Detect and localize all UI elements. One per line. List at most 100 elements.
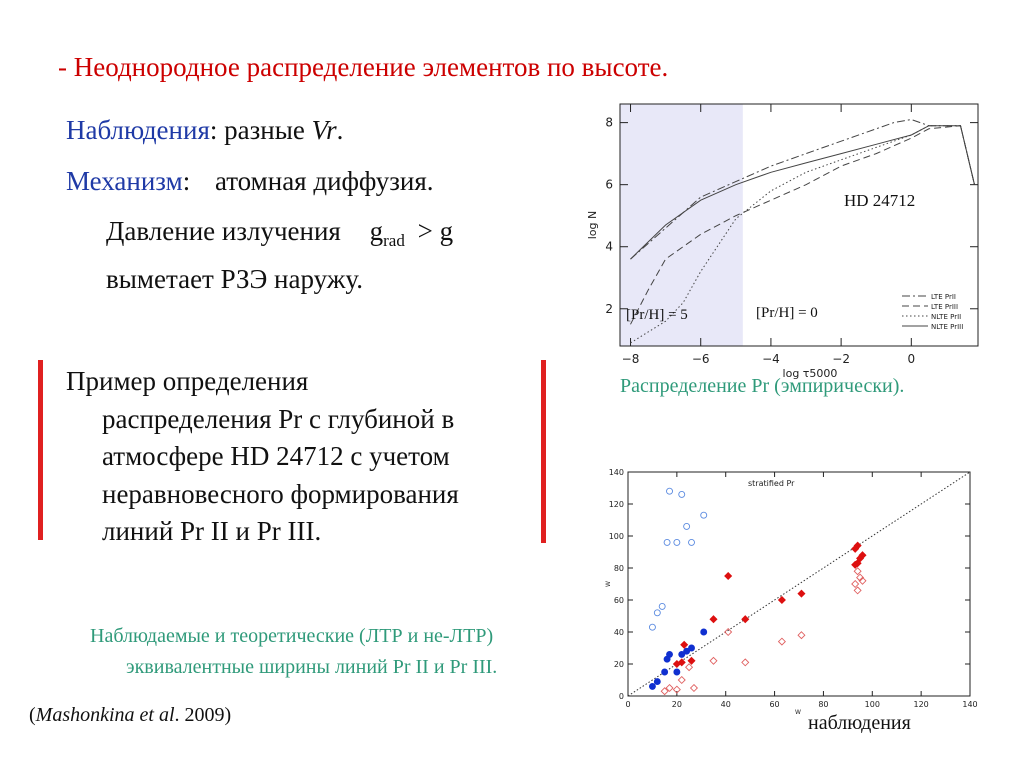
- data-point: [653, 609, 661, 617]
- chart-title: stratified Pr: [748, 479, 795, 488]
- x-tick-label: 100: [865, 700, 880, 709]
- plot-frame: [619, 103, 979, 347]
- g-subscript: rad: [383, 231, 405, 250]
- series-line: [630, 125, 975, 325]
- data-point: [851, 560, 860, 569]
- data-point: [688, 644, 695, 652]
- data-point: [672, 685, 681, 694]
- reference-year: . 2009): [174, 704, 232, 726]
- data-point: [663, 538, 671, 546]
- annotation-pr0: [Pr/H] = 0: [756, 305, 818, 321]
- data-point: [856, 573, 865, 582]
- data-point: [724, 627, 733, 637]
- data-point: [648, 682, 656, 690]
- y-tick-label: 0: [619, 692, 624, 701]
- y-axis-label: log N: [586, 211, 599, 240]
- series-line: [630, 125, 975, 260]
- mechanism-line: Механизм: атомная диффузия.: [66, 166, 433, 197]
- data-point: [853, 586, 862, 595]
- data-point: [665, 683, 674, 693]
- slide-title: - Неоднородное распределение элементов п…: [58, 52, 669, 82]
- x-tick-label: −2: [832, 352, 850, 366]
- data-point: [661, 668, 669, 676]
- x-tick-label: 120: [914, 700, 929, 709]
- data-point: [660, 687, 669, 696]
- x-tick-label: 60: [769, 700, 779, 709]
- x-tick-label: −6: [692, 352, 710, 366]
- data-point: [777, 595, 786, 605]
- observations-label: Наблюдения: [66, 115, 210, 145]
- data-point: [858, 576, 867, 585]
- radiation-text: Давление излучения: [106, 216, 341, 246]
- x-tick-label: −8: [622, 352, 640, 366]
- widths-caption-line-2: эквивалентные ширины линий Pr II и Pr II…: [126, 656, 498, 678]
- y-tick-label: 120: [609, 500, 624, 509]
- y-axis-label: W: [605, 581, 612, 587]
- data-point: [709, 615, 718, 624]
- y-tick-label: 8: [605, 116, 613, 130]
- mechanism-label: Механизм: [66, 166, 183, 196]
- data-point: [680, 640, 689, 649]
- example-line-2: распределения Pr с глубиной в: [102, 403, 455, 434]
- left-bracket: [38, 360, 43, 540]
- g-symbol: g: [369, 216, 384, 246]
- equivalent-width-chart: 0 20 40 60 80 100 120 140 0 20 40 60 80 100 120 140 stra…: [605, 468, 978, 716]
- reference-open: (: [29, 704, 36, 726]
- x-tick-label: 0: [625, 700, 630, 709]
- legend-label: NLTE PrII: [931, 313, 961, 321]
- data-point: [700, 628, 708, 636]
- data-point: [709, 656, 718, 665]
- data-point: [658, 602, 666, 610]
- x-axis-label: log τ5000: [783, 367, 838, 380]
- shaded-region: [620, 104, 743, 346]
- g2-symbol: g: [439, 216, 454, 246]
- x-tick-label: −4: [762, 352, 780, 366]
- data-point: [853, 567, 862, 576]
- legend-label: LTE PrII: [931, 293, 956, 301]
- x-tick-label: 80: [818, 700, 828, 709]
- mechanism-text: атомная диффузия.: [214, 166, 434, 196]
- data-point: [683, 522, 691, 530]
- data-point: [666, 650, 673, 658]
- diagonal-line: [627, 471, 971, 697]
- data-point: [685, 663, 694, 672]
- data-point: [851, 579, 860, 589]
- example-paragraph: Пример определения распределения Pr с гл…: [66, 363, 536, 551]
- observations-text: разные: [224, 115, 305, 145]
- widths-caption-line-1: Наблюдаемые и теоретические (ЛТР и не-ЛТ…: [90, 625, 494, 647]
- data-point: [678, 490, 686, 498]
- example-line-1: Пример определения: [66, 366, 309, 396]
- y-tick-label: 40: [614, 628, 624, 637]
- data-point: [797, 589, 806, 598]
- legend-label: NLTE PrIII: [931, 323, 963, 331]
- plot-frame: [627, 471, 971, 697]
- reference: (Mashonkina et al. 2009): [29, 704, 231, 727]
- data-point: [741, 658, 750, 667]
- data-point: [853, 541, 862, 550]
- y-tick-label: 2: [605, 302, 613, 316]
- greater-than-sign: >: [417, 216, 433, 246]
- reference-authors: Mashonkina et al: [35, 704, 175, 726]
- x-tick-label: 0: [907, 352, 915, 366]
- pr-distribution-chart: −8 −6 −4 −2 0 2 4 6 8 log N log τ5000 HD 24712 [Pr/H…: [586, 103, 979, 380]
- distribution-caption: Распределение Pr (эмпирически).: [620, 375, 905, 397]
- sweeps-line: выметает РЗЭ наружу.: [106, 264, 363, 294]
- example-line-3: атмосфере HD 24712 с учетом: [102, 441, 450, 471]
- x-tick-label: 140: [962, 700, 977, 709]
- data-point: [858, 551, 867, 560]
- data-point: [653, 678, 661, 686]
- y-tick-label: 20: [614, 660, 624, 669]
- right-bracket: [541, 360, 546, 543]
- data-point: [677, 675, 686, 685]
- data-point: [689, 683, 698, 693]
- data-point: [648, 623, 656, 631]
- y-tick-label: 60: [614, 596, 624, 605]
- data-point: [777, 637, 786, 646]
- example-line-4: неравновесного формирования: [102, 478, 459, 509]
- data-point: [666, 487, 673, 495]
- radiation-line: Давление излучения grad > g: [106, 216, 453, 251]
- example-line-5: линий Pr II и Pr III.: [102, 516, 322, 546]
- data-point: [673, 538, 681, 546]
- data-point: [678, 650, 686, 658]
- data-point: [677, 658, 686, 667]
